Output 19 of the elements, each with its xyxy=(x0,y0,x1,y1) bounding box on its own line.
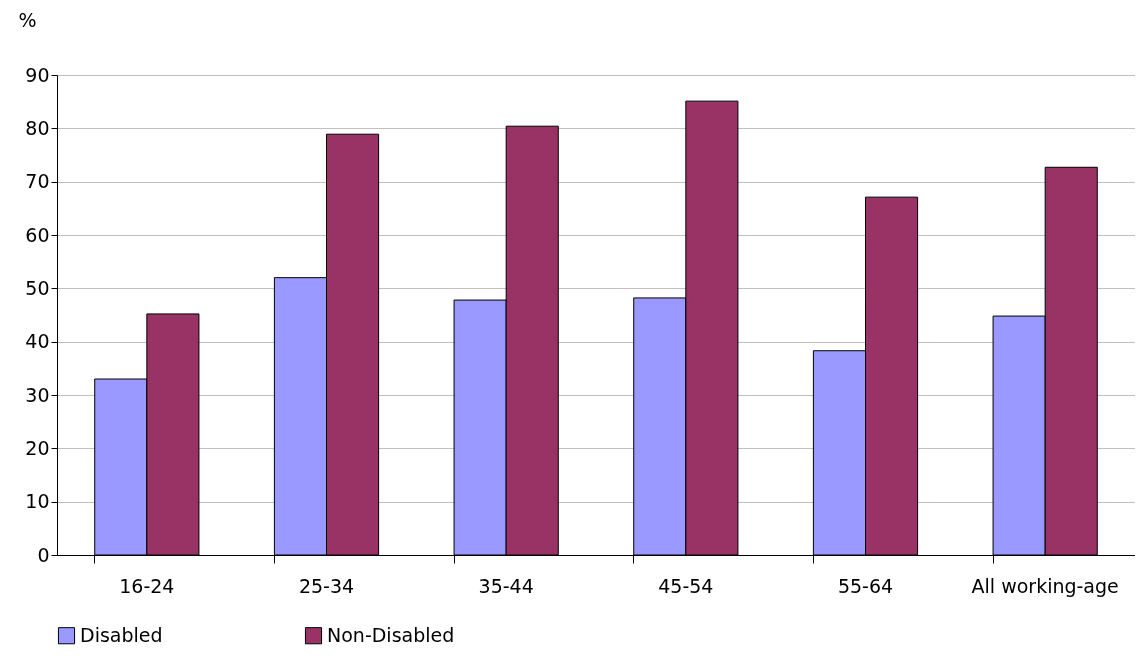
y-tick-label: 90 xyxy=(25,63,50,86)
legend-label: Disabled xyxy=(80,623,163,646)
x-tick-label: 25-34 xyxy=(298,574,355,597)
y-tick-label: 10 xyxy=(25,490,50,513)
y-tick-label: 0 xyxy=(37,543,50,566)
x-tick-label: 55-64 xyxy=(837,574,894,597)
y-tick-label: 50 xyxy=(25,276,50,299)
y-tick-label: 40 xyxy=(25,330,50,353)
legend-label: Non-Disabled xyxy=(327,623,455,646)
y-axis-title: % xyxy=(18,8,37,31)
y-tick-label: 20 xyxy=(25,436,50,459)
y-tick-label: 60 xyxy=(25,223,50,246)
x-tick-label: 16-24 xyxy=(119,574,175,597)
x-tick-label: 35-44 xyxy=(478,574,534,597)
x-tick-label: All working-age xyxy=(971,574,1119,597)
y-tick-label: 80 xyxy=(25,116,50,139)
y-tick-label: 30 xyxy=(25,383,50,406)
y-tick-label: 70 xyxy=(25,170,50,193)
x-tick-label: 45-54 xyxy=(658,574,714,597)
